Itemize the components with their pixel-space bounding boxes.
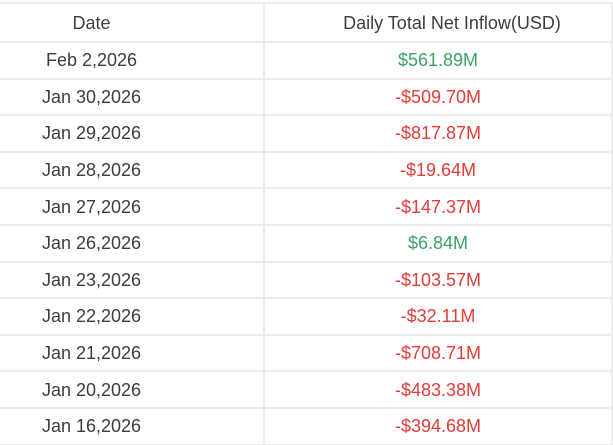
date-cell: Jan 29,2026 bbox=[0, 116, 265, 151]
net-inflow-cell: -$147.37M bbox=[265, 189, 613, 224]
date-cell: Jan 28,2026 bbox=[0, 152, 265, 188]
table-row: Jan 23,2026 -$103.57M bbox=[0, 262, 613, 300]
table-row: Jan 28,2026 -$19.64M bbox=[0, 152, 613, 190]
table-row: Feb 2,2026 $561.89M bbox=[0, 43, 613, 80]
net-inflow-cell: -$483.38M bbox=[265, 372, 613, 407]
net-inflow-cell: $561.89M bbox=[265, 43, 613, 78]
date-cell: Jan 20,2026 bbox=[0, 372, 265, 407]
date-column-header: Date bbox=[0, 4, 265, 41]
table-row: Jan 29,2026 -$817.87M bbox=[0, 116, 613, 153]
net-inflow-cell: -$32.11M bbox=[265, 299, 613, 334]
table-row: Jan 21,2026 -$708.71M bbox=[0, 335, 613, 373]
table-header-row: Date Daily Total Net Inflow(USD) bbox=[0, 4, 613, 43]
table-row: Jan 27,2026 -$147.37M bbox=[0, 189, 613, 226]
date-cell: Jan 26,2026 bbox=[0, 225, 265, 261]
net-inflow-cell: -$509.70M bbox=[265, 79, 613, 115]
date-cell: Jan 23,2026 bbox=[0, 262, 265, 298]
date-cell: Feb 2,2026 bbox=[0, 43, 265, 78]
net-inflow-cell: $6.84M bbox=[265, 225, 613, 261]
net-inflow-cell: -$817.87M bbox=[265, 116, 613, 151]
net-inflow-column-header: Daily Total Net Inflow(USD) bbox=[265, 4, 613, 41]
table-row: Jan 26,2026 $6.84M bbox=[0, 225, 613, 263]
date-cell: Jan 30,2026 bbox=[0, 79, 265, 115]
date-cell: Jan 21,2026 bbox=[0, 335, 265, 371]
table-row: Jan 22,2026 -$32.11M bbox=[0, 299, 613, 336]
table-row: Jan 16,2026 -$394.68M bbox=[0, 408, 613, 445]
table-row: Jan 20,2026 -$483.38M bbox=[0, 372, 613, 409]
date-cell: Jan 16,2026 bbox=[0, 408, 265, 444]
date-cell: Jan 22,2026 bbox=[0, 299, 265, 334]
table-row: Jan 30,2026 -$509.70M bbox=[0, 79, 613, 117]
net-inflow-cell: -$103.57M bbox=[265, 262, 613, 298]
date-cell: Jan 27,2026 bbox=[0, 189, 265, 224]
net-inflow-cell: -$394.68M bbox=[265, 408, 613, 444]
net-inflow-cell: -$19.64M bbox=[265, 152, 613, 188]
net-inflow-cell: -$708.71M bbox=[265, 335, 613, 371]
